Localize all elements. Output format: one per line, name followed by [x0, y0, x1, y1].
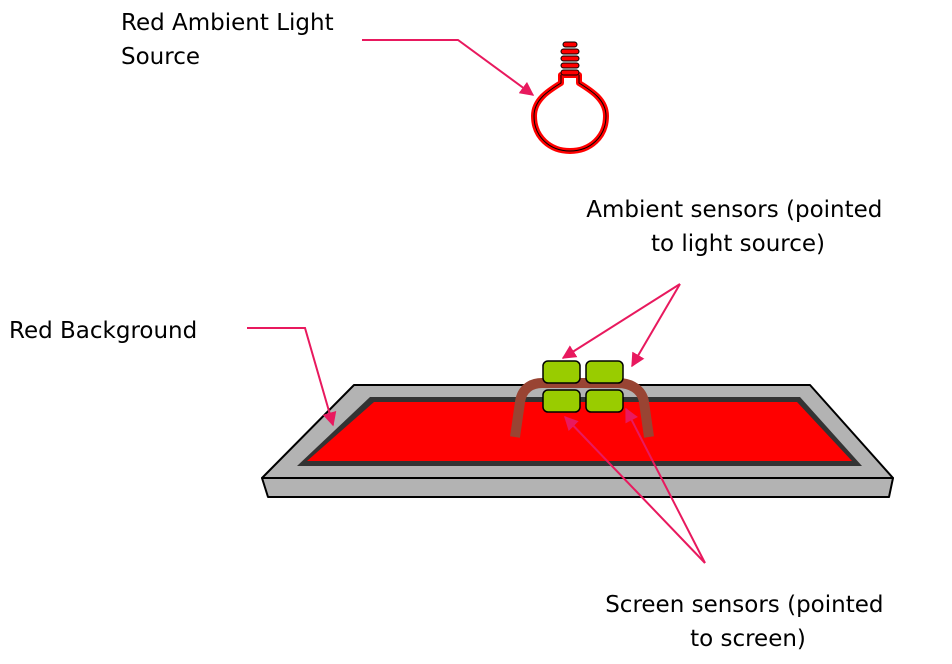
bulb-base [560, 41, 580, 76]
arrow-light-source [362, 39, 535, 96]
arrow-screen-sensor-left [564, 415, 706, 564]
bulb-glass [531, 72, 609, 154]
bulb-base-ring-5 [560, 69, 580, 76]
ambient-sensor-right [585, 360, 624, 384]
light-source-label: Red Ambient Light Source [121, 10, 341, 70]
screen-sensor-right [585, 389, 624, 413]
ambient-sensors-label-line2: to light source) [651, 231, 825, 257]
arrow-ambient-sensor-left [561, 283, 681, 359]
bulb-base-ring-2 [560, 48, 580, 55]
ambient-sensors-label-line1: Ambient sensors (pointed [586, 197, 882, 223]
arrows [247, 39, 706, 564]
bulb-glass-outline [533, 75, 607, 152]
arrow-ambient-sensor-right [631, 283, 681, 368]
light-source-label-line2: Source [121, 44, 200, 70]
bulb-base-ring-1 [562, 41, 578, 48]
bezel-front-edge [261, 477, 894, 498]
screen-sensors-label-line2: to screen) [690, 626, 806, 652]
ambient-sensor-left [542, 360, 581, 384]
bulb-base-ring-3 [560, 55, 580, 62]
sensor-bracket [510, 378, 654, 438]
arrow-red-background [247, 327, 337, 427]
light-source-label-line1: Red Ambient Light [121, 10, 334, 36]
bulb-base-ring-4 [560, 62, 580, 69]
light-bulb-icon [531, 41, 609, 154]
ambient-sensors-label: Ambient sensors (pointed to light source… [586, 197, 889, 257]
arrow-screen-sensor-right [625, 407, 706, 564]
background-label: Red Background [9, 318, 197, 344]
sensor-assembly [510, 360, 654, 438]
screen-sensors-label-line1: Screen sensors (pointed [605, 592, 883, 618]
screen-sensor-left [542, 389, 581, 413]
screen-sensors-label: Screen sensors (pointed to screen) [605, 592, 891, 652]
